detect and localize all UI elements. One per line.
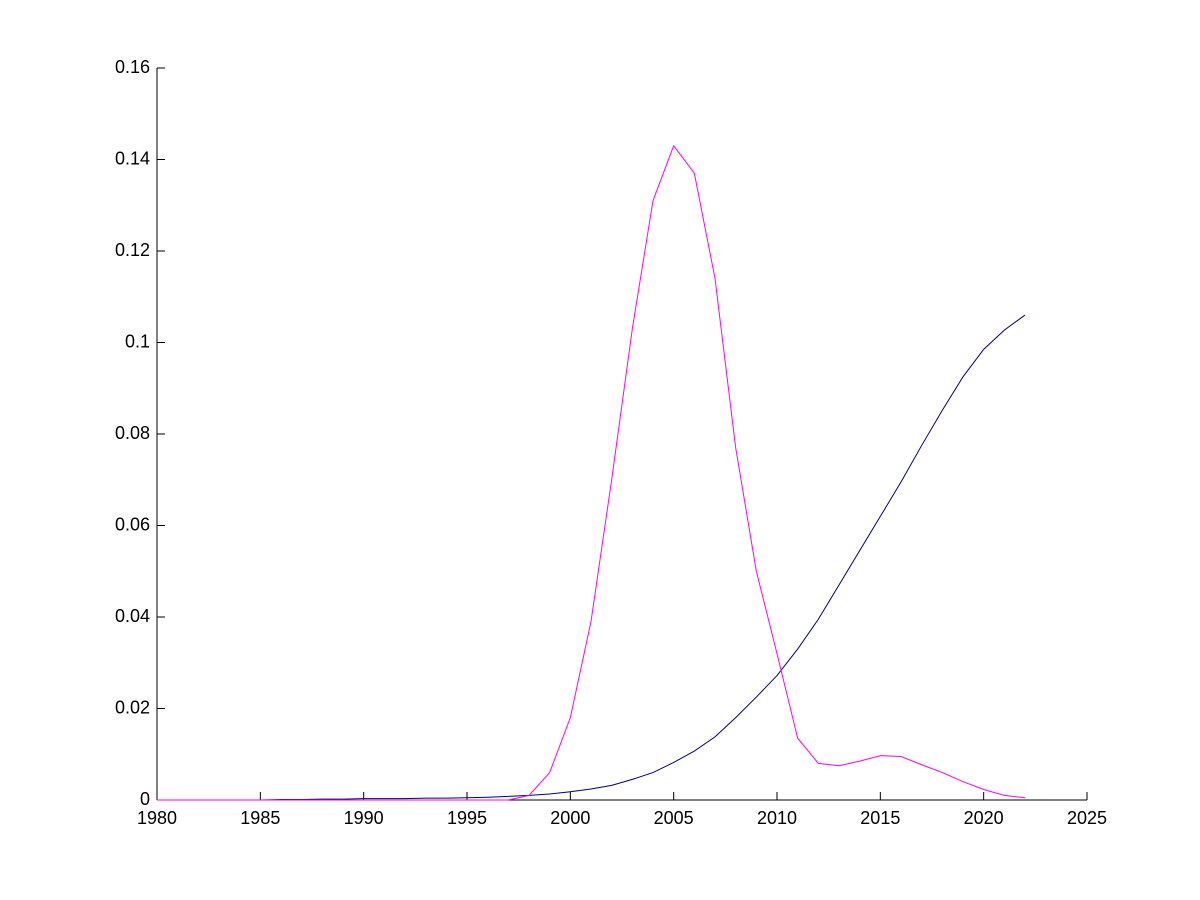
y-tick-label: 0.12 xyxy=(115,240,150,260)
x-tick-label: 2010 xyxy=(757,808,797,828)
y-tick-label: 0.06 xyxy=(115,514,150,534)
series-line xyxy=(157,144,1026,801)
x-tick-label: 2005 xyxy=(654,808,694,828)
y-tick-label: 0.1 xyxy=(125,331,150,351)
x-tick-label: 2020 xyxy=(964,808,1004,828)
y-tick-label: 0.16 xyxy=(115,57,150,77)
x-tick-label: 2015 xyxy=(860,808,900,828)
y-tick-label: 0 xyxy=(140,789,150,809)
x-tick-label: 1985 xyxy=(240,808,280,828)
x-tick-label: 2000 xyxy=(550,808,590,828)
x-tick-label: 1990 xyxy=(344,808,384,828)
x-tick-label: 1995 xyxy=(447,808,487,828)
y-tick-label: 0.04 xyxy=(115,606,150,626)
x-tick-label: 1980 xyxy=(137,808,177,828)
y-tick-label: 0.08 xyxy=(115,423,150,443)
x-tick-label: 2025 xyxy=(1067,808,1107,828)
y-tick-label: 0.02 xyxy=(115,697,150,717)
y-tick-label: 0.14 xyxy=(115,148,150,168)
series-line xyxy=(157,314,1026,801)
